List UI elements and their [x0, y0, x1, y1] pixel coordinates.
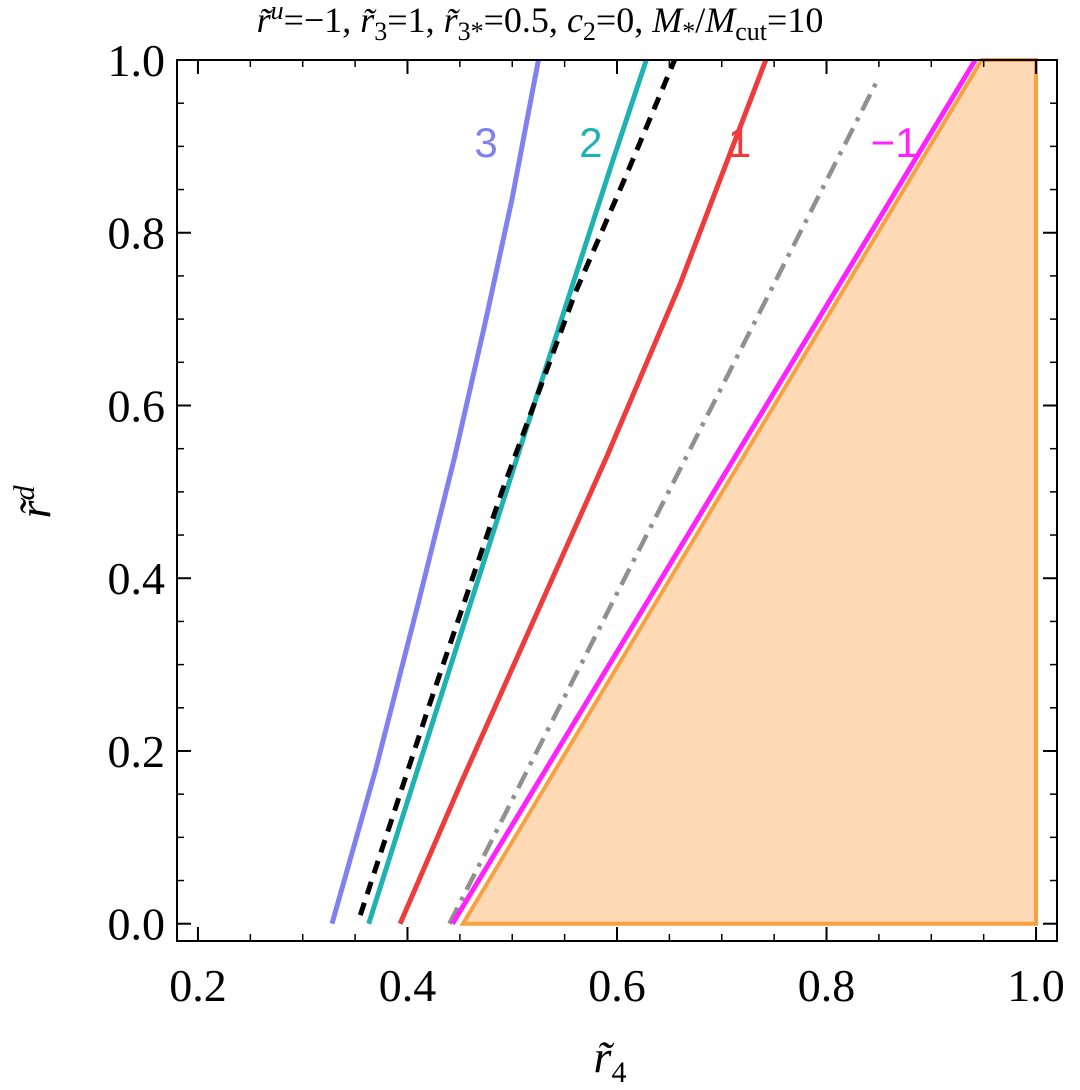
title-ru: r̃	[257, 0, 274, 40]
curve-label-0: 3	[474, 119, 497, 166]
title-ru-val: =−1,	[284, 0, 361, 40]
axes: 0.2 0.4 0.6 0.8 1.00.00.20.40.60.81.0	[108, 35, 1065, 1011]
x-tick-label: 0.6	[588, 960, 646, 1011]
y-axis-label-main: r̃	[9, 497, 60, 519]
series-line-label-minus1	[450, 58, 978, 925]
y-axis-label-sup: d	[8, 485, 41, 501]
title-c2-sub: 2	[583, 17, 596, 46]
y-tick-label: 0.4	[108, 553, 166, 604]
curve-label-1: 2	[579, 119, 602, 166]
title-r3: r̃	[360, 0, 377, 40]
curve-label-2: 1	[728, 119, 751, 166]
y-tick-label: 0.2	[108, 726, 166, 777]
y-tick-label: 0.8	[108, 208, 166, 259]
title-r3s-val: =0.5,	[484, 0, 567, 40]
title-ms: M	[651, 0, 684, 40]
series-line-label-1	[397, 59, 769, 925]
y-tick-label: 0.0	[108, 899, 166, 950]
x-tick-label: 0.2	[169, 960, 227, 1011]
title-ms-sub: *	[682, 17, 695, 46]
title-r3s-sub: 3*	[458, 17, 484, 46]
y-tick-label: 0.6	[108, 380, 166, 431]
x-tick-label: 0.4	[379, 960, 437, 1011]
x-axis-label: r̃4	[594, 1031, 627, 1089]
title-r3s: r̃	[444, 0, 461, 40]
curve-label-3: −1	[871, 119, 919, 166]
title-c2: c	[567, 0, 583, 40]
title-mc-sub: cut	[735, 17, 768, 46]
title-mc: M	[704, 0, 737, 40]
series-line-label-3	[329, 59, 541, 925]
x-tick-label: 0.8	[798, 960, 856, 1011]
title-r3-sub: 3	[374, 17, 387, 46]
x-axis-label-sub: 4	[611, 1056, 626, 1089]
title-c2-val: =0,	[596, 0, 652, 40]
allowed-region	[459, 58, 1038, 926]
y-tick-label: 1.0	[108, 35, 166, 86]
x-tick-label: 1.0	[1007, 960, 1065, 1011]
y-axis-label: r̃d	[8, 485, 60, 519]
title-mc-val: =10	[767, 0, 823, 40]
series-line-label-2	[366, 59, 649, 925]
title-ru-sup: u	[271, 0, 284, 25]
plot-area: 3 2 1 −1	[329, 58, 1038, 926]
chart-title: r̃u=−1, r̃3=1, r̃3*=0.5, c2=0, M*/Mcut=1…	[257, 0, 824, 46]
title-slash: /	[695, 0, 705, 40]
title-r3-val: =1,	[387, 0, 443, 40]
series-line-dashdot-4	[447, 76, 881, 925]
series-line-dashed-2	[357, 59, 677, 916]
x-axis-label-main: r̃	[594, 1031, 616, 1082]
